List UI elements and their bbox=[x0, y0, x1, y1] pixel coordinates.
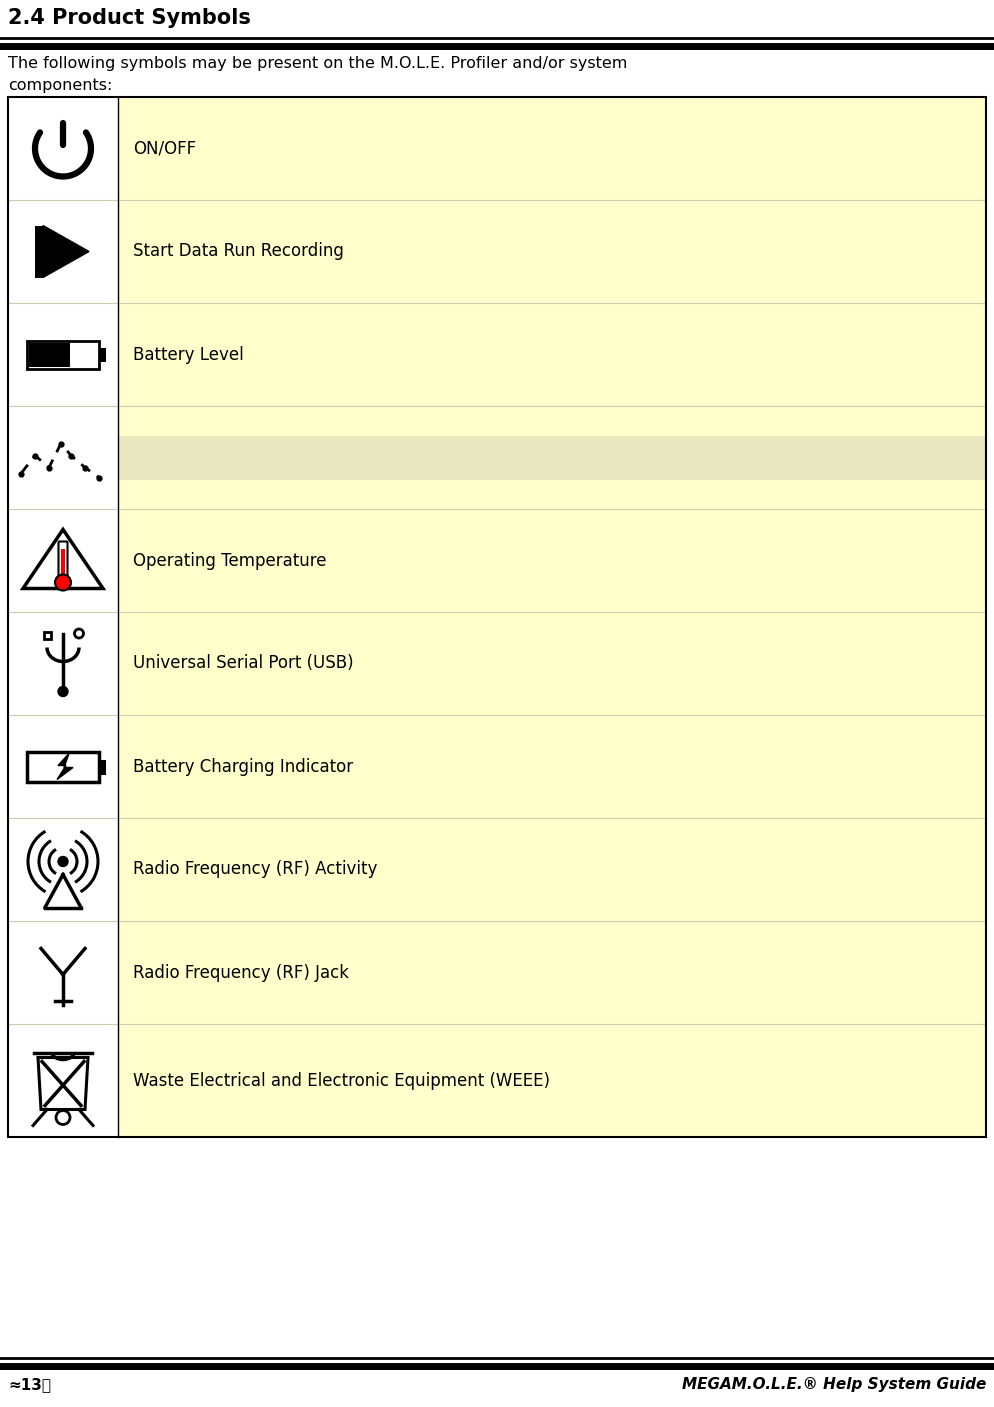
Text: Waste Electrical and Electronic Equipment (WEEE): Waste Electrical and Electronic Equipmen… bbox=[133, 1072, 550, 1089]
Bar bbox=[27, 340, 99, 369]
Bar bbox=[8, 97, 118, 1137]
Circle shape bbox=[58, 687, 68, 696]
Text: Battery Charging Indicator: Battery Charging Indicator bbox=[133, 757, 353, 775]
Circle shape bbox=[56, 1110, 70, 1124]
Text: Operating Temperature: Operating Temperature bbox=[133, 552, 326, 570]
Text: MEGAM.O.L.E.® Help System Guide: MEGAM.O.L.E.® Help System Guide bbox=[682, 1377, 986, 1393]
Bar bbox=[99, 760, 106, 774]
Bar bbox=[119, 436, 985, 480]
Circle shape bbox=[58, 857, 68, 867]
FancyBboxPatch shape bbox=[59, 542, 68, 580]
Text: Start Data Run Recording: Start Data Run Recording bbox=[133, 242, 344, 260]
Circle shape bbox=[75, 629, 83, 637]
Bar bbox=[8, 97, 986, 1137]
Bar bbox=[35, 225, 43, 277]
Text: Universal Serial Port (USB): Universal Serial Port (USB) bbox=[133, 654, 354, 673]
Circle shape bbox=[55, 574, 71, 591]
Bar bbox=[99, 348, 106, 362]
Text: ON/OFF: ON/OFF bbox=[133, 139, 196, 158]
Text: The following symbols may be present on the M.O.L.E. Profiler and/or system
comp: The following symbols may be present on … bbox=[8, 56, 627, 93]
Text: ≈13⑈: ≈13⑈ bbox=[8, 1377, 51, 1393]
Text: 2.4 Product Symbols: 2.4 Product Symbols bbox=[8, 8, 250, 28]
Polygon shape bbox=[43, 225, 89, 277]
Bar bbox=[44, 632, 51, 639]
Bar bbox=[29, 342, 70, 366]
Bar bbox=[118, 97, 986, 1137]
Text: Battery Level: Battery Level bbox=[133, 346, 244, 363]
Text: Radio Frequency (RF) Activity: Radio Frequency (RF) Activity bbox=[133, 861, 378, 878]
Polygon shape bbox=[57, 754, 73, 779]
Text: Radio Frequency (RF) Jack: Radio Frequency (RF) Jack bbox=[133, 964, 349, 982]
Bar bbox=[27, 751, 99, 781]
Bar bbox=[61, 549, 65, 577]
